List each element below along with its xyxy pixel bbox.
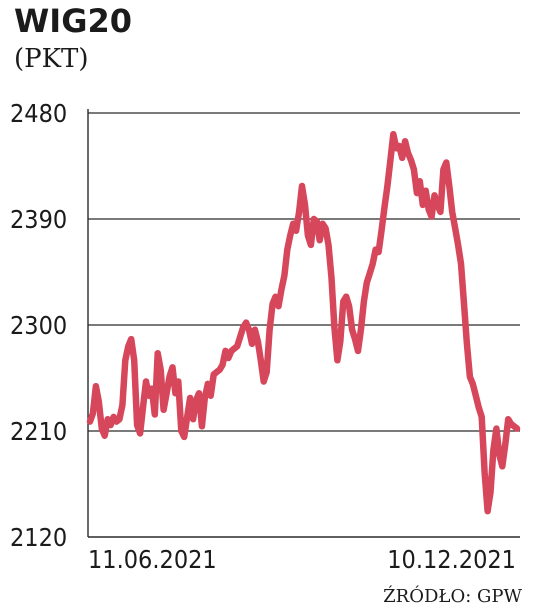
y-tick-label: 2300 [10, 311, 67, 340]
y-tick-label: 2120 [10, 523, 67, 552]
y-tick-label: 2480 [10, 99, 67, 128]
x-tick-label: 10.12.2021 [387, 545, 516, 574]
series-line [86, 130, 521, 515]
y-tick-label: 2210 [10, 417, 67, 446]
chart-title: WIG20 [14, 2, 132, 40]
source-label: ŹRÓDŁO: GPW [383, 586, 522, 607]
x-tick-label: 11.06.2021 [88, 545, 217, 574]
unit-label: (PKT) [14, 44, 89, 74]
y-tick-label: 2390 [10, 205, 67, 234]
